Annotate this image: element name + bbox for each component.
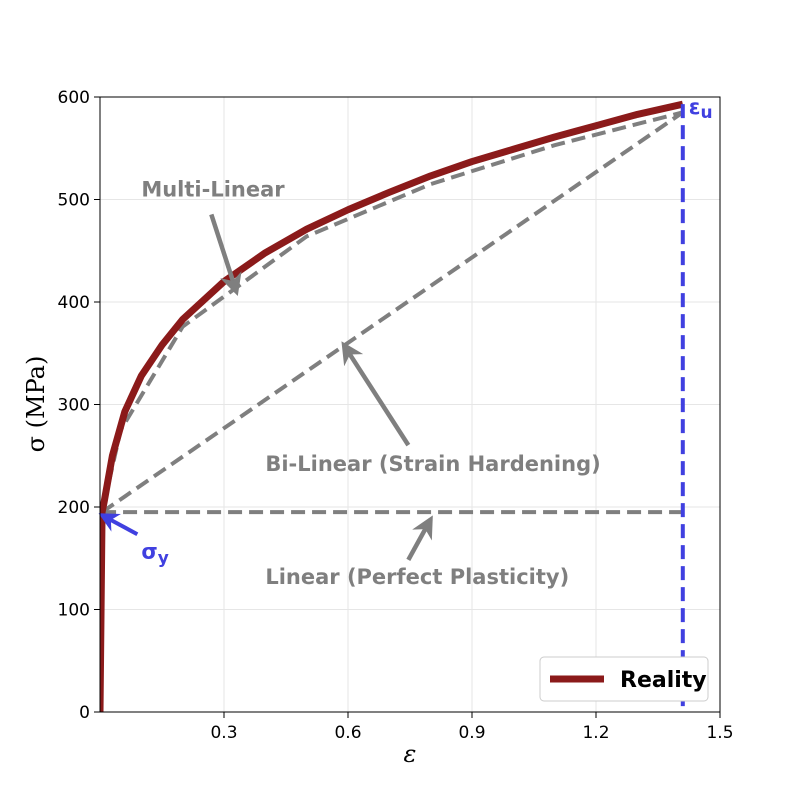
x-tick-label: 0.3 (210, 723, 237, 743)
series-layer (100, 100, 684, 712)
series-line-reality (100, 100, 684, 712)
annotation-label-bilinear: Bi-Linear (Strain Hardening) (265, 452, 600, 476)
annotation-label-sigma_y: σy (141, 539, 168, 568)
legend: Reality (539, 656, 709, 702)
eps-u-label: εu (689, 95, 713, 123)
annotation-label-multi: Multi-Linear (141, 177, 285, 201)
y-tick-label: 100 (58, 601, 90, 621)
y-tick-label: 200 (58, 498, 90, 518)
x-tick-label: 0.9 (458, 723, 485, 743)
y-tick-label: 0 (79, 703, 90, 723)
legend-entry-reality: Reality (620, 668, 707, 693)
annotation-arrow-multi (209, 213, 242, 297)
annotations-layer: εu Multi-Linear Bi-Linear (Strain Hardenin… (98, 95, 713, 712)
y-tick-label: 600 (58, 88, 90, 108)
x-tick-label: 0.6 (334, 723, 361, 743)
x-axis-label: ε (404, 740, 417, 768)
y-tick-label: 400 (58, 293, 90, 313)
x-tick-label: 1.2 (582, 723, 609, 743)
y-axis-label: σ (MPa) (22, 356, 50, 453)
annotation-arrow-linear (406, 515, 433, 561)
legend-box (539, 656, 709, 702)
x-tick-label: 1.5 (706, 723, 733, 743)
annotation-arrow-bilinear (341, 341, 411, 447)
series-line-multi (100, 110, 684, 712)
annotation-label-linear: Linear (Perfect Plasticity) (265, 565, 569, 589)
annotation-arrow-sigma_y (98, 513, 139, 537)
y-tick-label: 300 (58, 396, 90, 416)
ticks-layer: 0.3 0.6 0.9 1.2 1.5 0 100 200 300 400 500 600 (58, 88, 734, 743)
series-line-bilinear (100, 110, 684, 514)
y-tick-label: 500 (58, 191, 90, 211)
